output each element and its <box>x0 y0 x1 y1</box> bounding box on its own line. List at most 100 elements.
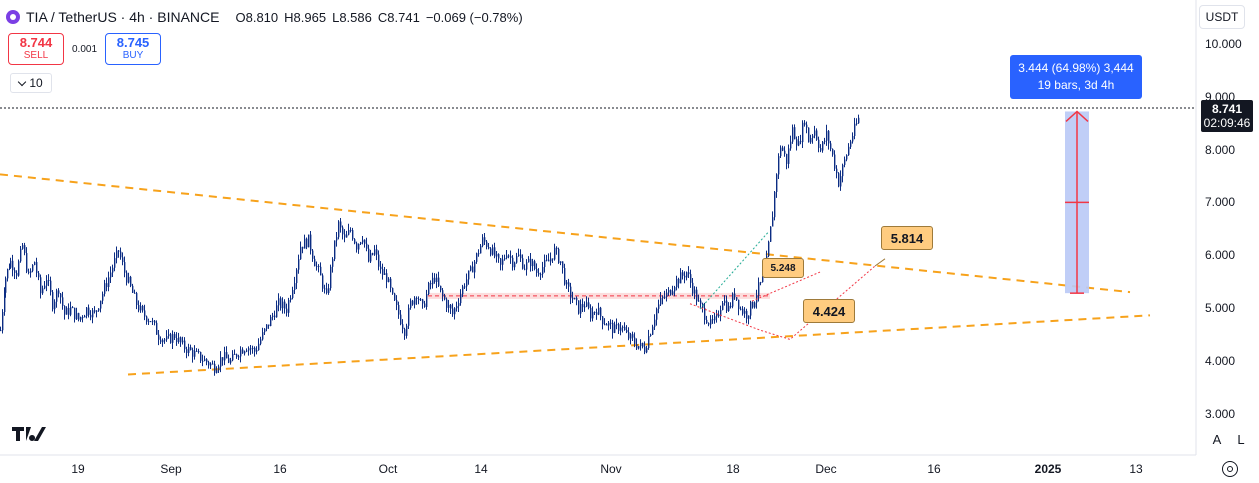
candle-body <box>530 258 532 267</box>
candle-body <box>668 290 670 293</box>
candle-body <box>852 135 854 142</box>
candle-body <box>444 295 446 300</box>
candle-body <box>346 234 348 238</box>
candle-body <box>550 258 552 262</box>
auto-scale-button[interactable]: A <box>1212 431 1222 447</box>
label-5248[interactable]: 5.248 <box>762 258 804 278</box>
price-tick-label: 8.000 <box>1205 142 1236 157</box>
candle-body <box>294 283 296 290</box>
projection-lines <box>689 232 886 340</box>
candle-body <box>228 358 230 363</box>
candle-body <box>256 350 258 352</box>
candle-body <box>274 315 276 318</box>
candle-body <box>680 272 682 284</box>
measure-info-box: 3.444 (64.98%) 3,444 19 bars, 3d 4h <box>1010 55 1142 99</box>
candle-body <box>628 332 630 339</box>
candle-body <box>368 248 370 262</box>
candle-body <box>690 274 692 283</box>
sell-button[interactable]: 8.744 SELL <box>8 33 64 65</box>
candle-body <box>108 277 110 288</box>
price-tick-label: 7.000 <box>1205 195 1236 210</box>
candle-body <box>318 266 320 268</box>
price-tick-label: 3.000 <box>1205 406 1236 421</box>
candle-body <box>456 306 458 309</box>
candle-body <box>488 246 490 249</box>
candle-body <box>48 279 50 281</box>
candle-body <box>10 260 12 268</box>
candle-body <box>220 357 222 367</box>
open-value: 8.810 <box>245 9 279 25</box>
candle-body <box>494 247 496 257</box>
candle-body <box>694 289 696 294</box>
candle-body <box>60 293 62 298</box>
candle-body <box>780 147 782 157</box>
currency-selector[interactable]: USDT <box>1199 5 1245 29</box>
candle-body <box>484 237 486 242</box>
candle-body <box>84 315 86 318</box>
candle-body <box>678 278 680 284</box>
candle-body <box>416 297 418 299</box>
sell-price: 8.744 <box>19 35 53 50</box>
candle-body <box>556 247 558 250</box>
candles <box>0 114 860 376</box>
candle-body <box>636 343 638 349</box>
candle-body <box>322 275 324 289</box>
gear-icon[interactable] <box>1222 461 1238 477</box>
candle-body <box>538 272 540 275</box>
candle-body <box>502 259 504 265</box>
buy-price: 8.745 <box>116 35 150 50</box>
candle-body <box>174 334 176 339</box>
candle-body <box>320 266 322 276</box>
candle-body <box>5 278 7 293</box>
candle-body <box>328 288 330 294</box>
candle-body <box>258 343 260 351</box>
candle-body <box>792 127 794 142</box>
sell-label: SELL <box>23 50 49 61</box>
candle-body <box>62 297 64 306</box>
measure-tool <box>1065 110 1089 294</box>
candle-body <box>576 297 578 301</box>
candle-body <box>726 300 728 312</box>
candle-body <box>218 366 220 371</box>
candle-body <box>412 300 414 305</box>
candle-body <box>302 246 304 249</box>
candle-body <box>50 280 52 293</box>
candle-body <box>718 314 720 317</box>
low-value: 8.586 <box>339 9 372 25</box>
candle-body <box>476 253 478 262</box>
candle-body <box>232 353 234 361</box>
measure-change: 3.444 (64.98%) 3,444 <box>1018 61 1134 75</box>
indicators-toggle[interactable]: 10 <box>10 73 52 93</box>
candle-body <box>140 306 142 311</box>
buy-button[interactable]: 8.745 BUY <box>105 33 162 65</box>
candle-body <box>620 327 622 331</box>
candle-body <box>188 347 190 353</box>
candle-body <box>338 221 340 238</box>
label-4424[interactable]: 4.424 <box>803 299 855 323</box>
candle-body <box>70 307 72 315</box>
candle-body <box>548 259 550 262</box>
candle-body <box>664 296 666 298</box>
label-pointer <box>874 258 886 267</box>
candle-body <box>824 140 826 142</box>
candle-body <box>846 155 848 160</box>
tia-logo-icon <box>6 10 20 24</box>
label-5814[interactable]: 5.814 <box>881 226 933 250</box>
candle-body <box>230 360 232 363</box>
candle-body <box>752 301 754 308</box>
candle-body <box>240 349 242 357</box>
candle-body <box>124 262 126 273</box>
candle-body <box>0 330 2 332</box>
trendlines <box>0 173 1151 376</box>
candle-body <box>728 305 730 312</box>
candle-body <box>592 311 594 319</box>
candle-body <box>24 245 26 254</box>
candle-body <box>480 245 482 254</box>
candle-body <box>196 350 198 352</box>
candle-body <box>20 248 22 262</box>
candle-body <box>646 348 648 353</box>
symbol-title[interactable]: TIA / TetherUS · 4h · BINANCE <box>26 9 220 25</box>
log-scale-button[interactable]: L <box>1237 431 1245 447</box>
candle-body <box>306 238 308 248</box>
